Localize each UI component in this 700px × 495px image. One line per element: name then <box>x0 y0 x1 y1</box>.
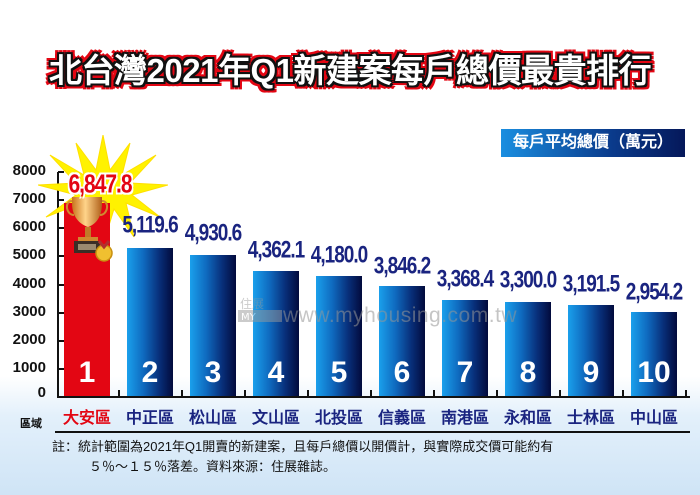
y-tick-mark <box>58 340 64 342</box>
bar-rank: 9 <box>582 356 600 389</box>
x-label-9: 士林區 <box>566 410 615 427</box>
chart-title: 北台灣2021年Q1新建案每戶總價最貴排行 <box>49 52 651 89</box>
x-axis-title: 區域 <box>20 418 42 430</box>
x-label-8: 永和區 <box>503 410 552 427</box>
y-tick-mark <box>58 171 64 173</box>
y-tick-label: 6000 <box>12 218 46 235</box>
bar-rank: 3 <box>204 356 222 389</box>
y-tick-label: 8000 <box>12 162 46 179</box>
starburst-icon <box>38 135 168 245</box>
y-tick-mark <box>58 227 64 229</box>
x-label-6: 信義區 <box>377 410 426 427</box>
footnote-divider <box>55 431 690 433</box>
footnote: 註：統計範圍為2021年Q1開賣的新建案，且每戶總價以開價計，與實際成交價可能約… <box>52 437 553 477</box>
y-tick-mark <box>58 312 64 314</box>
x-tick-mark <box>307 390 309 396</box>
svg-text:住展: 住展 <box>240 297 264 311</box>
bar-3: 3 <box>190 255 236 396</box>
bar-rank: 8 <box>519 356 537 389</box>
y-tick-mark <box>58 368 64 370</box>
y-tick-mark <box>58 199 64 201</box>
value-label-8: 3,300.0 <box>499 267 557 294</box>
value-label-5: 4,180.0 <box>310 242 368 269</box>
watermark-logo-icon: 住展 MY <box>238 297 282 323</box>
bar-5: 5 <box>316 276 362 396</box>
x-label-1: 大安區 <box>62 410 111 427</box>
bar-6: 6 <box>379 286 425 396</box>
footnote-line-2: ５％～１５％落差。資料來源：住展雜誌。 <box>89 459 337 474</box>
x-tick-mark <box>433 390 435 396</box>
x-label-4: 文山區 <box>251 410 300 427</box>
y-tick-mark <box>58 255 64 257</box>
x-tick-mark <box>181 390 183 396</box>
value-label-4: 4,362.1 <box>247 237 305 264</box>
value-label-6: 3,846.2 <box>373 253 431 280</box>
y-tick-label: 2000 <box>12 331 46 348</box>
y-tick-label: 0 <box>37 384 46 401</box>
bar-rank: 10 <box>637 356 671 389</box>
x-tick-mark <box>118 390 120 396</box>
bar-7: 7 <box>442 300 488 396</box>
bar-rank: 5 <box>330 356 348 389</box>
y-tick-label: 7000 <box>12 190 46 207</box>
y-tick-label: 1000 <box>12 359 46 376</box>
bar-10: 10 <box>631 312 677 396</box>
value-label-2: 5,119.6 <box>122 212 178 239</box>
x-label-10: 中山區 <box>629 410 678 427</box>
value-label-3: 4,930.6 <box>184 220 242 247</box>
bar-rank: 1 <box>78 356 96 389</box>
x-label-5: 北投區 <box>314 410 363 427</box>
y-tick-label: 4000 <box>12 275 46 292</box>
bar-4: 4 <box>253 271 299 396</box>
bar-rank: 6 <box>393 356 411 389</box>
legend-label: 每戶平均總價（萬元） <box>501 129 685 157</box>
x-tick-mark <box>244 390 246 396</box>
bar-rank: 7 <box>456 356 474 389</box>
x-tick-mark <box>622 390 624 396</box>
y-tick-mark <box>58 284 64 286</box>
y-tick-label: 3000 <box>12 303 46 320</box>
bar-2: 2 <box>127 248 173 396</box>
x-label-7: 南港區 <box>440 410 489 427</box>
x-tick-mark <box>370 390 372 396</box>
bar-8: 8 <box>505 302 551 396</box>
watermark-text: www.myhousing.com.tw <box>283 304 518 327</box>
bar-9: 9 <box>568 305 614 396</box>
bar-rank: 2 <box>141 356 159 389</box>
x-label-2: 中正區 <box>125 410 174 427</box>
value-label-7: 3,368.4 <box>436 266 494 293</box>
x-tick-mark <box>559 390 561 396</box>
value-label-10: 2,954.2 <box>625 279 683 306</box>
bar-rank: 4 <box>267 356 285 389</box>
x-axis-line <box>57 396 690 398</box>
x-tick-mark <box>685 390 687 396</box>
footnote-line-1: 註：統計範圍為2021年Q1開賣的新建案，且每戶總價以開價計，與實際成交價可能約… <box>52 439 554 454</box>
y-tick-label: 5000 <box>12 246 46 263</box>
value-label-9: 3,191.5 <box>562 271 620 298</box>
x-label-3: 松山區 <box>188 410 237 427</box>
trophy-icon <box>66 197 113 262</box>
value-label-1: 6,847.8 <box>68 170 132 199</box>
svg-text:MY: MY <box>241 312 257 323</box>
x-tick-mark <box>496 390 498 396</box>
